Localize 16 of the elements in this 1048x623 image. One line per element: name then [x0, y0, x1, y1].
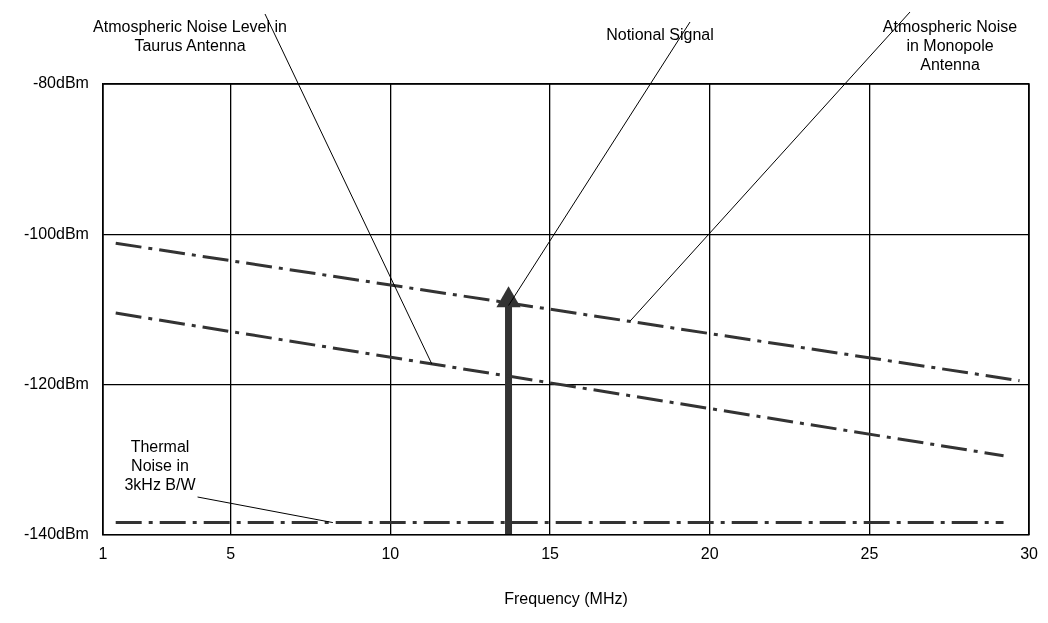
x-tick-label: 5 [226, 544, 236, 562]
y-tick-label: -120dBm [24, 374, 89, 392]
y-tick-label: -100dBm [24, 224, 89, 242]
annotation: Notional Signal [606, 26, 714, 44]
x-tick-label: 20 [700, 544, 719, 562]
x-axis-title: Frequency (MHz) [504, 589, 628, 607]
y-tick-label: -80dBm [32, 74, 89, 92]
annotation: Atmospheric Noise in Monopole Antenna [882, 18, 1018, 74]
x-tick-label: 15 [541, 544, 560, 562]
x-tick-label: 1 [98, 544, 108, 562]
y-tick-label: -140dBm [24, 525, 89, 543]
x-tick-label: 25 [860, 544, 879, 562]
annotation: Atmospheric Noise Level in Taurus Antenna [93, 18, 287, 55]
x-tick-label: 30 [1020, 544, 1039, 562]
annotation: Thermal Noise in 3kHz B/W [124, 438, 197, 494]
x-tick-label: 10 [381, 544, 400, 562]
